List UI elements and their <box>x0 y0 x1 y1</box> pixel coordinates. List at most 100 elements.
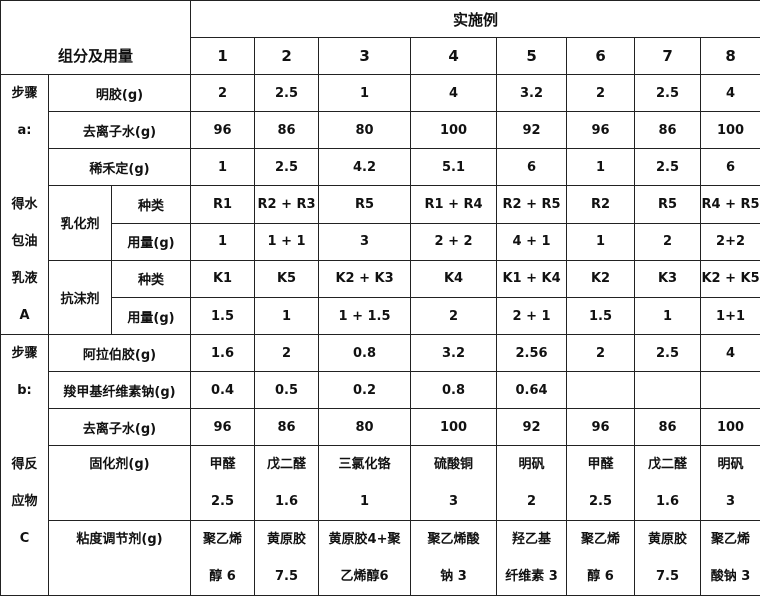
value-cell: K1 + K4 <box>497 260 567 298</box>
cell-line: 1.6 <box>635 483 700 520</box>
value-cell: 4 <box>411 75 497 112</box>
example-number: 8 <box>701 38 760 75</box>
value-cell: 80 <box>319 409 411 446</box>
value-cell: K4 <box>411 260 497 298</box>
value-cell: 1.6 <box>191 335 255 372</box>
cell-line: 羟乙基 <box>497 521 566 558</box>
cell-line: 醇 6 <box>191 558 254 595</box>
cell-line: 聚乙烯酸 <box>411 521 496 558</box>
cell-line: 7.5 <box>255 558 318 595</box>
value-cell: 2 <box>255 335 319 372</box>
value-cell <box>567 372 635 409</box>
type-label: 种类 <box>112 186 191 224</box>
value-cell: R1 <box>191 186 255 224</box>
amount-label: 用量(g) <box>112 223 191 260</box>
value-cell: 3 <box>319 223 411 260</box>
viscosity-label: 粘度调节剂(g) <box>49 521 191 596</box>
value-cell: K2 + K3 <box>319 260 411 298</box>
value-cell: 0.8 <box>319 335 411 372</box>
cell-line: 明矾 <box>701 446 760 483</box>
table-row: 组分及用量实施例 <box>1 1 760 38</box>
value-cell: 2 <box>635 223 701 260</box>
cell-line: 纤维素 3 <box>497 558 566 595</box>
value-cell: 2.5 <box>635 75 701 112</box>
cell-line: 包油 <box>1 223 48 260</box>
value-cell: 黄原胶4+聚乙烯醇6 <box>319 521 411 596</box>
group-header: 组分及用量 <box>1 1 191 75</box>
value-cell: 0.4 <box>191 372 255 409</box>
cell-line: C <box>1 520 48 557</box>
value-cell: 3.2 <box>497 75 567 112</box>
cell-line: 1 <box>319 483 410 520</box>
value-cell: R5 <box>635 186 701 224</box>
value-cell: 86 <box>635 409 701 446</box>
row-label: 去离子水(g) <box>49 409 191 446</box>
value-cell: K5 <box>255 260 319 298</box>
value-cell: R4 + R5 <box>701 186 760 224</box>
value-cell: 聚乙烯醇 6 <box>191 521 255 596</box>
cell-line: 醇 6 <box>567 558 634 595</box>
value-cell: 0.8 <box>411 372 497 409</box>
examples-header: 实施例 <box>191 1 760 38</box>
value-cell: R5 <box>319 186 411 224</box>
antifoam-label: 抗沫剂 <box>49 260 112 335</box>
value-cell: 96 <box>567 409 635 446</box>
cell-line: 3 <box>701 483 760 520</box>
cell-line: 甲醛 <box>567 446 634 483</box>
value-cell: 100 <box>411 409 497 446</box>
cell-line <box>1 149 48 186</box>
value-cell: 100 <box>701 112 760 149</box>
value-cell: 1.5 <box>567 298 635 335</box>
cell-line: 甲醛 <box>191 446 254 483</box>
value-cell: 1 <box>255 298 319 335</box>
value-cell: 6 <box>497 149 567 186</box>
value-cell: 2 <box>567 75 635 112</box>
row-label: 去离子水(g) <box>49 112 191 149</box>
value-cell: 2 + 2 <box>411 223 497 260</box>
value-cell: R2 + R3 <box>255 186 319 224</box>
value-cell: 2 <box>567 335 635 372</box>
value-cell: 100 <box>701 409 760 446</box>
cell-line: 黄原胶 <box>255 521 318 558</box>
cell-line <box>1 409 48 446</box>
cell-line: 3 <box>411 483 496 520</box>
value-cell: R2 <box>567 186 635 224</box>
value-cell: 92 <box>497 409 567 446</box>
value-cell: 100 <box>411 112 497 149</box>
type-label: 种类 <box>112 260 191 298</box>
value-cell: 86 <box>255 112 319 149</box>
value-cell: 2.5 <box>635 335 701 372</box>
cell-line: b: <box>1 372 48 409</box>
row-label: 稀禾定(g) <box>49 149 191 186</box>
example-number: 3 <box>319 38 411 75</box>
cell-line: 2.5 <box>567 483 634 520</box>
emulsifier-label: 乳化剂 <box>49 186 112 261</box>
value-cell: 96 <box>191 112 255 149</box>
value-cell: 1 <box>567 223 635 260</box>
value-cell: 4 <box>701 335 760 372</box>
cell-line: 1.6 <box>255 483 318 520</box>
cell-line: 硫酸铜 <box>411 446 496 483</box>
cell-line: 步骤 <box>1 75 48 112</box>
value-cell: 1 <box>191 223 255 260</box>
value-cell: 2.5 <box>255 149 319 186</box>
curing-label: 固化剂(g) <box>49 446 191 521</box>
value-cell: 5.1 <box>411 149 497 186</box>
example-number: 5 <box>497 38 567 75</box>
value-cell: 1 + 1.5 <box>319 298 411 335</box>
cell-line: 聚乙烯 <box>701 521 760 558</box>
